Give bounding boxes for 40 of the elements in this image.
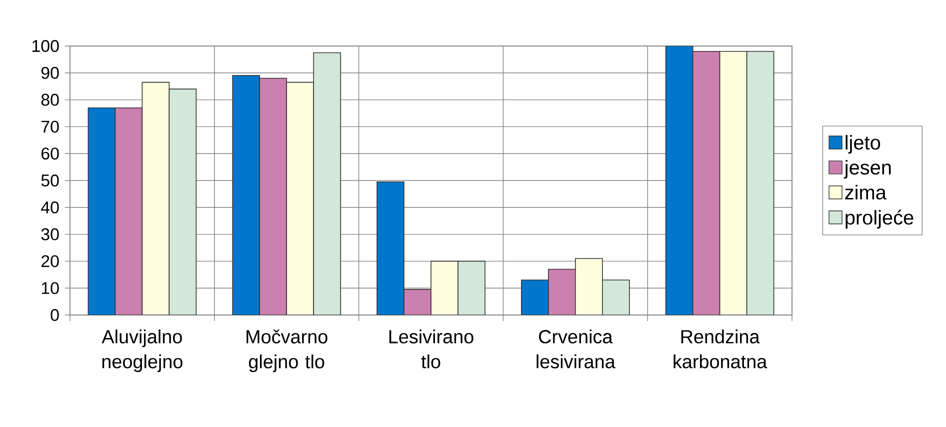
y-tick-label: 40: [41, 201, 59, 214]
bar: [719, 50, 748, 315]
legend-label: jesen: [844, 160, 891, 179]
y-tick-label: 10: [42, 282, 59, 294]
legend-label: zima: [845, 184, 886, 200]
legend-label: ljeto: [846, 135, 880, 154]
y-tick-label: 100: [32, 40, 59, 52]
bar: [232, 76, 260, 315]
y-tick-label: 30: [41, 228, 59, 240]
bar: [746, 50, 774, 315]
bar: [142, 82, 170, 315]
bar: [88, 108, 116, 315]
bar: [665, 46, 694, 315]
bar: [602, 280, 630, 315]
bar: [286, 82, 314, 315]
bar: [431, 261, 458, 315]
x-tick-label: Močvarno glejno tlo: [246, 330, 328, 372]
y-tick-label: 70: [42, 120, 59, 133]
bar: [169, 89, 196, 315]
legend-label: proljeće: [846, 210, 914, 229]
y-tick-label: 0: [50, 309, 59, 321]
y-tick-label: 20: [42, 255, 59, 268]
x-tick-label: Rendzina karbonatna: [674, 330, 768, 368]
bar: [115, 108, 142, 315]
x-tick-label: Crvenica lesivirana: [536, 330, 616, 368]
bar: [260, 78, 287, 315]
bar: [575, 258, 602, 315]
bar: [314, 52, 341, 315]
x-tick-label: Aluvijalno neoglejno: [102, 330, 182, 372]
bar: [521, 280, 548, 315]
bar: [404, 289, 431, 315]
y-tick-label: 80: [41, 94, 59, 106]
bar: [458, 261, 486, 315]
bar: [377, 182, 404, 315]
bar: [692, 50, 720, 315]
y-tick-label: 50: [41, 174, 59, 186]
y-tick-label: 60: [42, 148, 59, 160]
y-tick-label: 90: [41, 66, 59, 79]
x-tick-label: Lesivirano tlo: [389, 330, 474, 368]
bar: [548, 269, 576, 315]
